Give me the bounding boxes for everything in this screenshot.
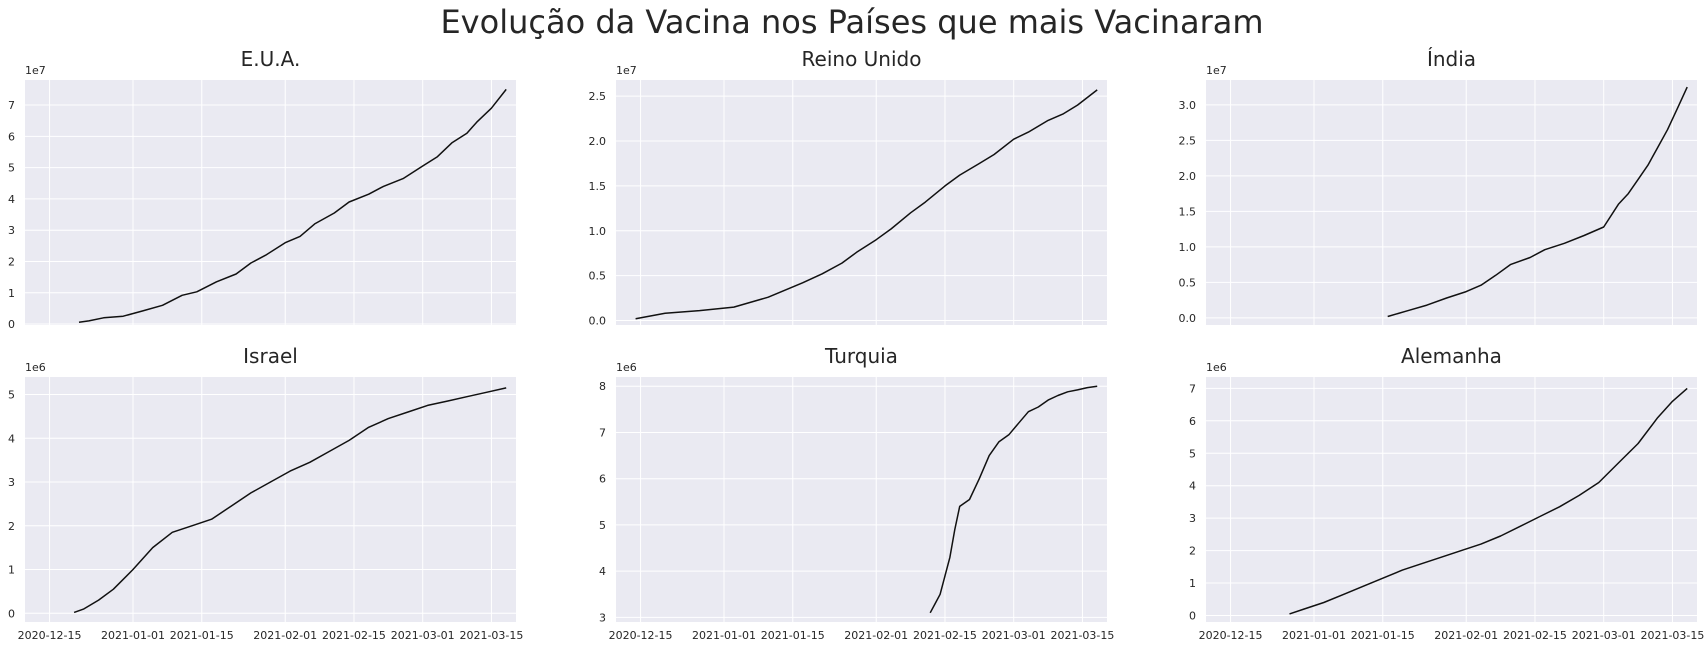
axis-multiplier: 1e7 [25, 64, 46, 77]
y-tick-label: 0.0 [589, 315, 607, 328]
axes-background-0 [25, 80, 516, 325]
x-tick-label: 2021-01-01 [1282, 629, 1346, 642]
x-tick-label: 2021-01-15 [1351, 629, 1415, 642]
y-tick-label: 0 [1189, 610, 1196, 623]
x-tick-label: 2021-03-15 [1050, 629, 1114, 642]
y-tick-label: 3 [8, 476, 15, 489]
x-tick-label: 2020-12-15 [18, 629, 82, 642]
x-tick-label: 2021-03-15 [459, 629, 523, 642]
axes-background-1 [616, 80, 1107, 325]
x-tick-label: 2021-03-01 [982, 629, 1046, 642]
y-tick-label: 4 [8, 193, 15, 206]
x-tick-label: 2021-01-15 [761, 629, 825, 642]
y-tick-label: 6 [599, 473, 606, 486]
axes-background-4 [616, 377, 1107, 622]
x-tick-label: 2021-01-01 [101, 629, 165, 642]
x-tick-label: 2021-02-15 [1503, 629, 1567, 642]
axes-background-3 [25, 377, 516, 622]
y-tick-label: 7 [8, 99, 15, 112]
subplot-title: Turquia [824, 344, 898, 368]
y-tick-label: 1.0 [1179, 241, 1197, 254]
axes-background-5 [1206, 377, 1697, 622]
x-tick-label: 2021-03-01 [1572, 629, 1636, 642]
y-tick-label: 2.0 [589, 135, 607, 148]
x-tick-label: 2021-01-15 [170, 629, 234, 642]
x-tick-label: 2021-03-15 [1640, 629, 1704, 642]
y-tick-label: 3 [8, 224, 15, 237]
y-tick-label: 3.0 [1179, 99, 1197, 112]
x-tick-label: 2020-12-15 [609, 629, 673, 642]
y-tick-label: 1 [8, 287, 15, 300]
axis-multiplier: 1e6 [25, 361, 46, 374]
y-tick-label: 5 [599, 519, 606, 532]
y-tick-label: 6 [1189, 415, 1196, 428]
x-tick-label: 2021-02-15 [913, 629, 977, 642]
series-line-3-0 [73, 387, 507, 614]
y-tick-label: 7 [1189, 382, 1196, 395]
y-tick-label: 1.0 [589, 225, 607, 238]
axis-multiplier: 1e7 [616, 64, 637, 77]
axis-multiplier: 1e6 [616, 361, 637, 374]
y-tick-label: 3 [1189, 512, 1196, 525]
axis-multiplier: 1e7 [1206, 64, 1227, 77]
x-tick-label: 2021-02-01 [1434, 629, 1498, 642]
y-tick-label: 2 [1189, 545, 1196, 558]
x-tick-label: 2021-02-15 [322, 629, 386, 642]
y-tick-label: 6 [8, 130, 15, 143]
x-tick-label: 2021-01-01 [692, 629, 756, 642]
x-tick-label: 2021-02-01 [253, 629, 317, 642]
series-line-5-0 [1289, 387, 1688, 615]
axes-background-2 [1206, 80, 1697, 325]
y-tick-label: 0 [8, 607, 15, 620]
y-tick-label: 0.0 [1179, 312, 1197, 325]
y-tick-label: 1.5 [589, 180, 607, 193]
series-line-1-0 [635, 89, 1098, 320]
y-tick-label: 1 [1189, 577, 1196, 590]
y-tick-label: 8 [599, 380, 606, 393]
y-tick-label: 4 [8, 432, 15, 445]
series-line-4-0 [929, 385, 1098, 614]
subplot-title: Reino Unido [802, 47, 922, 71]
y-tick-label: 2.0 [1179, 170, 1197, 183]
y-tick-label: 3 [599, 611, 606, 624]
subplot-title: Índia [1427, 47, 1476, 71]
y-tick-label: 4 [1189, 480, 1196, 493]
x-tick-label: 2020-12-15 [1199, 629, 1263, 642]
y-tick-label: 4 [599, 565, 606, 578]
x-tick-label: 2021-02-01 [844, 629, 908, 642]
axis-multiplier: 1e6 [1206, 361, 1227, 374]
y-tick-label: 1.5 [1179, 205, 1197, 218]
y-tick-label: 2 [8, 255, 15, 268]
y-tick-label: 7 [599, 426, 606, 439]
subplot-title: E.U.A. [241, 47, 301, 71]
series-line-2-0 [1387, 86, 1688, 318]
subplot-title: Alemanha [1401, 344, 1502, 368]
y-tick-label: 0.5 [589, 270, 607, 283]
subplot-title: Israel [243, 344, 298, 368]
y-tick-label: 2.5 [589, 90, 607, 103]
y-tick-label: 2.5 [1179, 134, 1197, 147]
figure-title: Evolução da Vacina nos Países que mais V… [440, 3, 1264, 41]
series-line-0-0 [78, 88, 507, 323]
y-tick-label: 1 [8, 564, 15, 577]
y-tick-label: 5 [1189, 447, 1196, 460]
x-tick-label: 2021-03-01 [391, 629, 455, 642]
y-tick-label: 0 [8, 318, 15, 331]
y-tick-label: 5 [8, 162, 15, 175]
y-tick-label: 2 [8, 520, 15, 533]
y-tick-label: 0.5 [1179, 276, 1197, 289]
y-tick-label: 5 [8, 389, 15, 402]
